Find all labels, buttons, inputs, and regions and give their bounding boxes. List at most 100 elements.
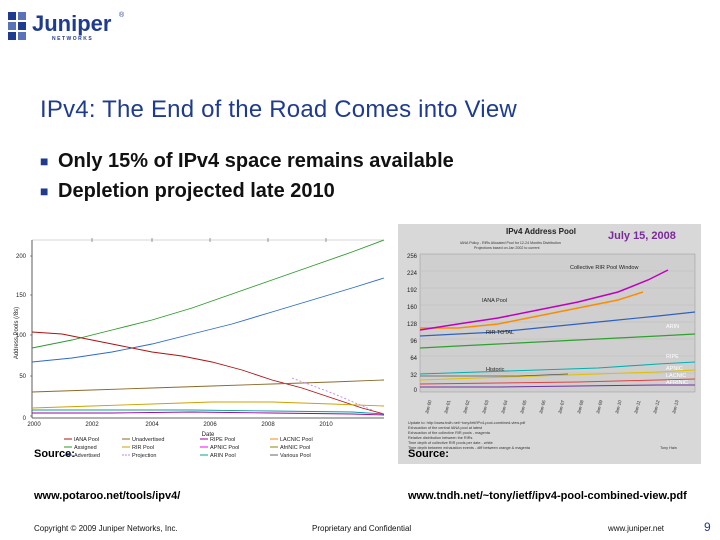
y-tick: 32 — [410, 373, 417, 379]
brand-subtitle: NETWORKS — [52, 36, 94, 42]
arin-pool-line — [32, 409, 385, 415]
collective-label: Collective RIR Pool Window — [570, 265, 638, 271]
x-tick: Jan-11 — [633, 400, 641, 415]
bullet-text: Depletion projected late 2010 — [58, 179, 335, 202]
y-tick: 100 — [16, 333, 27, 339]
y-tick: 256 — [407, 254, 418, 260]
right-chart: IPv4 Address Pool July 15, 2008 IANA Pol… — [398, 224, 701, 464]
historic-line — [420, 373, 569, 377]
svg-text:ARIN Pool: ARIN Pool — [210, 453, 236, 459]
x-tick: 2000 — [27, 422, 41, 428]
slide-header: Juniper ® NETWORKS — [0, 0, 720, 70]
legend-item: Various Pool — [270, 453, 311, 459]
arin-label: ARIN — [666, 324, 679, 330]
legend-item: Unadvertised — [122, 437, 164, 443]
x-tick: 2002 — [85, 422, 99, 428]
iana-pool-curve — [420, 291, 644, 329]
lacnic-label: LACNIC — [666, 373, 686, 379]
bullet-item: ■ Depletion projected late 2010 — [40, 176, 454, 206]
legend-item: RIPE Pool — [200, 437, 235, 443]
brand-trademark-icon: ® — [119, 12, 125, 19]
rir-total-curve — [419, 333, 696, 349]
x-tick: Jan-06 — [538, 399, 547, 414]
bullet-item: ■ Only 15% of IPv4 space remains availab… — [40, 146, 454, 176]
chart-note: Update to: http://www.tndh.net/~tony/iet… — [408, 421, 526, 425]
ripe-curve — [419, 361, 696, 375]
y-tick: 0 — [23, 416, 27, 422]
advertised-line — [31, 277, 385, 363]
x-tick: Jan-07 — [557, 399, 566, 414]
svg-text:Projection: Projection — [132, 453, 156, 459]
rir-total-label: RIR TOTAL — [486, 330, 514, 336]
chart-signature: Tony Hain — [660, 446, 677, 450]
x-tick: Jan-08 — [576, 399, 585, 414]
source-left-url[interactable]: www.potaroo.net/tools/ipv4/ — [34, 490, 181, 502]
slide-title: IPv4: The End of the Road Comes into Vie… — [40, 96, 517, 123]
ripe-label: RIPE — [666, 354, 679, 360]
page-number: 9 — [704, 520, 711, 534]
legend-item: Advertised — [64, 453, 100, 459]
x-tick: 2006 — [203, 422, 217, 428]
legend-item: IANA Pool — [64, 437, 99, 443]
svg-text:APNIC Pool: APNIC Pool — [210, 445, 239, 451]
source-right-url[interactable]: www.tndh.net/~tony/ietf/ipv4-pool-combin… — [408, 490, 687, 502]
legend-item: AfriNIC Pool — [270, 445, 310, 451]
x-tick: Jan-00 — [424, 399, 433, 414]
left-chart: 0 50 100 150 200 Address Pools (/8s) 200… — [12, 228, 392, 473]
x-axis-label: Date — [202, 432, 215, 438]
collective-pool-curve — [419, 269, 669, 331]
x-tick: Jan-01 — [443, 399, 452, 414]
x-tick: Jan-13 — [671, 399, 680, 414]
unadvertised-line — [31, 379, 385, 393]
right-chart-subtitle: Projections based on Jan 2002 to current — [474, 246, 540, 250]
apnic-curve — [419, 369, 696, 381]
y-tick: 128 — [407, 322, 418, 328]
afrinic-label: AFRINIC — [666, 380, 688, 386]
y-tick: 0 — [414, 388, 418, 394]
svg-text:IANA Pool: IANA Pool — [74, 437, 99, 443]
right-chart-title: IPv4 Address Pool — [506, 227, 576, 236]
x-tick: 2008 — [261, 422, 275, 428]
y-tick: 192 — [407, 288, 418, 294]
x-tick: Jan-09 — [595, 399, 604, 414]
legend-item: APNIC Pool — [200, 445, 239, 451]
y-axis-label: Address Pools (/8s) — [14, 307, 20, 359]
rir-pool-line — [31, 401, 385, 409]
y-tick: 224 — [407, 271, 418, 277]
y-tick: 200 — [16, 254, 27, 260]
y-tick: 96 — [410, 339, 417, 345]
square-bullet-icon: ■ — [40, 153, 49, 169]
svg-text:RIR Pool: RIR Pool — [132, 445, 154, 451]
y-tick: 150 — [16, 293, 27, 299]
source-left-label: Source: — [34, 448, 75, 460]
chart-note: Exhaustion of the collective RIR pools -… — [408, 431, 491, 435]
iana-label: IANA Pool — [482, 298, 507, 304]
historic-label: Historic — [486, 367, 505, 373]
arin-curve — [419, 311, 696, 337]
chart-note: Time depth between exhaustion events - d… — [408, 446, 531, 450]
lacnic-curve — [419, 378, 696, 385]
x-tick: Jan-10 — [614, 399, 623, 414]
svg-text:Assigned: Assigned — [74, 445, 97, 451]
y-tick: 160 — [407, 305, 418, 311]
x-tick: Jan-02 — [462, 399, 471, 414]
chart-note: Exhaustion of the central IANA pool at l… — [408, 426, 483, 430]
x-tick: Jan-12 — [652, 399, 661, 414]
svg-text:LACNIC Pool: LACNIC Pool — [280, 437, 313, 443]
svg-text:RIPE Pool: RIPE Pool — [210, 437, 235, 443]
legend-item: ARIN Pool — [200, 453, 236, 459]
footer-url[interactable]: www.juniper.net — [608, 524, 665, 533]
legend-item: RIR Pool — [122, 445, 154, 451]
x-tick: 2004 — [145, 422, 159, 428]
iana-pool-line — [31, 331, 385, 415]
footer-copyright: Copyright © 2009 Juniper Networks, Inc. — [34, 524, 178, 533]
bullet-list: ■ Only 15% of IPv4 space remains availab… — [40, 146, 454, 206]
brand-name: Juniper — [32, 11, 112, 36]
x-tick: Jan-04 — [500, 399, 509, 414]
x-tick: Jan-05 — [519, 399, 528, 414]
svg-text:Various Pool: Various Pool — [280, 453, 311, 459]
square-bullet-icon: ■ — [40, 183, 49, 199]
assigned-line — [31, 239, 385, 349]
afrinic-curve — [420, 384, 695, 388]
svg-text:Advertised: Advertised — [74, 453, 100, 459]
